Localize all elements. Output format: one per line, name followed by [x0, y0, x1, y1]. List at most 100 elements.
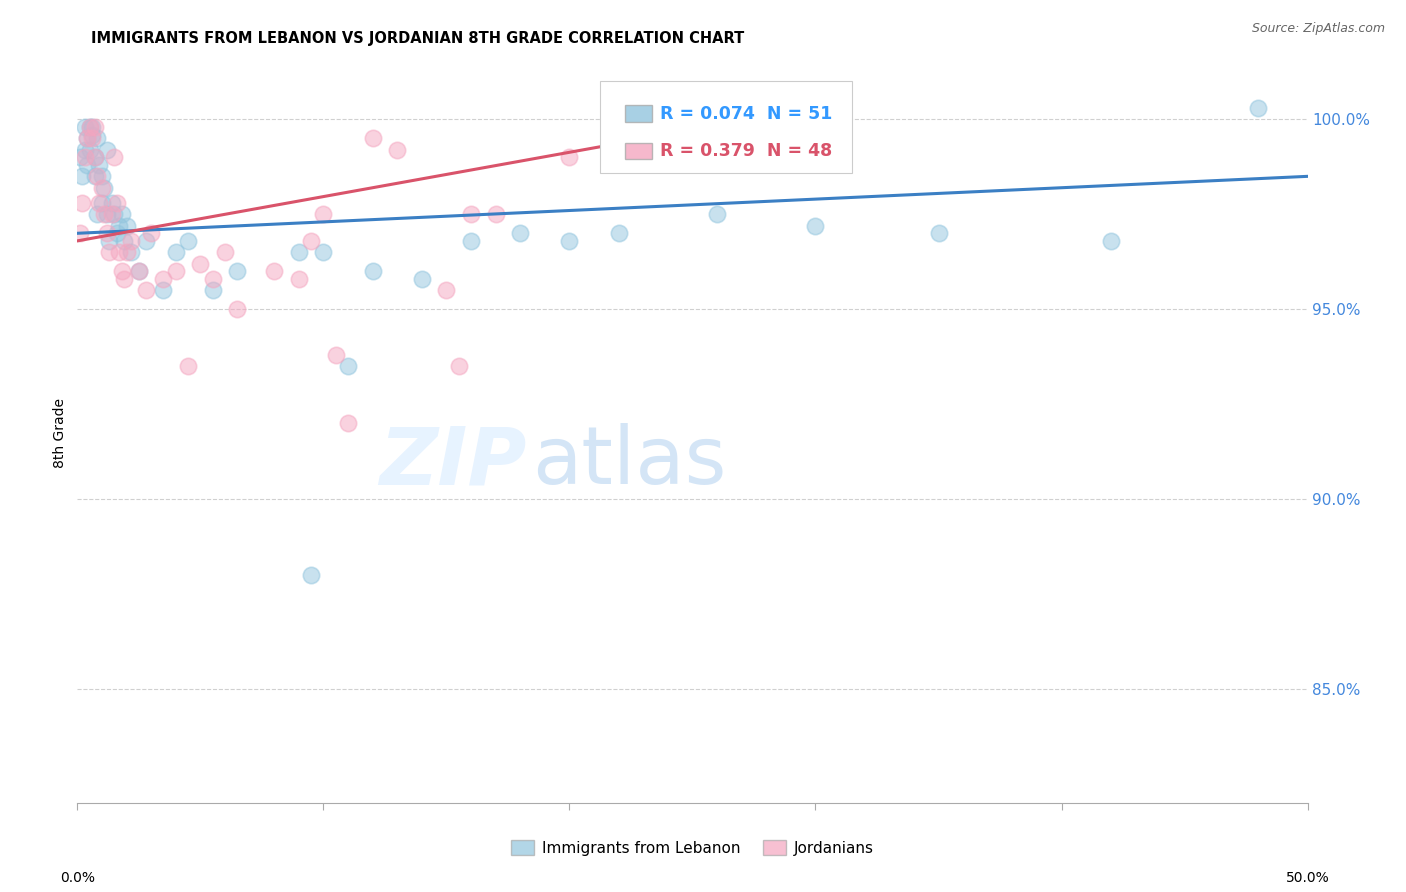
- Point: [226, 302, 249, 317]
- Point: [135, 283, 157, 297]
- Point: [607, 227, 630, 241]
- Point: [128, 264, 150, 278]
- Point: [485, 207, 508, 221]
- Point: [385, 143, 409, 157]
- Point: [82, 131, 104, 145]
- Point: [928, 227, 950, 241]
- Text: Source: ZipAtlas.com: Source: ZipAtlas.com: [1251, 22, 1385, 36]
- Point: [121, 245, 143, 260]
- Point: [337, 416, 360, 430]
- Point: [165, 264, 187, 278]
- Text: 50.0%: 50.0%: [1285, 871, 1330, 885]
- Point: [70, 195, 93, 210]
- Point: [73, 150, 96, 164]
- Point: [1099, 234, 1122, 248]
- Point: [82, 128, 104, 142]
- Point: [460, 234, 482, 248]
- Point: [103, 207, 125, 221]
- Point: [112, 234, 135, 248]
- FancyBboxPatch shape: [624, 105, 652, 121]
- Point: [83, 120, 105, 134]
- Text: 0.0%: 0.0%: [60, 871, 94, 885]
- Point: [447, 359, 470, 374]
- Point: [69, 227, 91, 241]
- Point: [188, 257, 212, 271]
- Point: [70, 169, 93, 184]
- Point: [96, 207, 118, 221]
- Point: [83, 169, 105, 184]
- FancyBboxPatch shape: [600, 81, 852, 173]
- Point: [79, 120, 101, 134]
- Point: [76, 131, 98, 145]
- Point: [69, 150, 91, 164]
- Point: [101, 195, 124, 210]
- Point: [288, 272, 311, 286]
- Point: [152, 283, 174, 297]
- Point: [115, 219, 138, 233]
- Point: [312, 207, 335, 221]
- Point: [111, 207, 132, 221]
- Point: [105, 195, 128, 210]
- Text: IMMIGRANTS FROM LEBANON VS JORDANIAN 8TH GRADE CORRELATION CHART: IMMIGRANTS FROM LEBANON VS JORDANIAN 8TH…: [91, 31, 745, 46]
- Point: [288, 245, 311, 260]
- Point: [90, 180, 114, 194]
- Point: [263, 264, 285, 278]
- Point: [86, 207, 108, 221]
- Text: atlas: atlas: [533, 423, 727, 501]
- Point: [115, 245, 138, 260]
- Legend: Immigrants from Lebanon, Jordanians: Immigrants from Lebanon, Jordanians: [505, 834, 880, 862]
- Point: [755, 131, 778, 145]
- Point: [299, 234, 322, 248]
- Point: [121, 234, 143, 248]
- Point: [135, 234, 157, 248]
- Point: [411, 272, 433, 286]
- Point: [325, 348, 347, 362]
- Point: [90, 195, 114, 210]
- Point: [98, 245, 121, 260]
- Text: R = 0.074  N = 51: R = 0.074 N = 51: [661, 104, 832, 122]
- Point: [90, 169, 114, 184]
- Point: [177, 359, 200, 374]
- Point: [76, 158, 98, 172]
- Point: [177, 234, 200, 248]
- Point: [98, 234, 121, 248]
- Point: [111, 264, 132, 278]
- Point: [657, 143, 679, 157]
- Point: [93, 207, 115, 221]
- Point: [73, 120, 96, 134]
- Point: [214, 245, 236, 260]
- Point: [89, 195, 111, 210]
- Point: [299, 568, 322, 582]
- Point: [89, 158, 111, 172]
- Point: [558, 234, 581, 248]
- Point: [86, 131, 108, 145]
- Point: [201, 283, 224, 297]
- Point: [108, 219, 131, 233]
- Point: [79, 120, 101, 134]
- Point: [436, 283, 458, 297]
- Point: [86, 169, 108, 184]
- Point: [152, 272, 174, 286]
- Point: [361, 264, 384, 278]
- Point: [79, 143, 101, 157]
- Point: [103, 150, 125, 164]
- Point: [706, 207, 728, 221]
- Point: [96, 143, 118, 157]
- Point: [165, 245, 187, 260]
- Point: [83, 150, 105, 164]
- Point: [108, 245, 131, 260]
- Point: [83, 150, 105, 164]
- Y-axis label: 8th Grade: 8th Grade: [53, 398, 67, 467]
- Point: [105, 227, 128, 241]
- FancyBboxPatch shape: [624, 143, 652, 159]
- Point: [141, 227, 163, 241]
- Point: [361, 131, 384, 145]
- Point: [82, 120, 104, 134]
- Point: [558, 150, 581, 164]
- Point: [817, 101, 839, 115]
- Text: ZIP: ZIP: [380, 423, 526, 501]
- Point: [337, 359, 360, 374]
- Point: [93, 180, 115, 194]
- Point: [96, 227, 118, 241]
- Point: [804, 219, 827, 233]
